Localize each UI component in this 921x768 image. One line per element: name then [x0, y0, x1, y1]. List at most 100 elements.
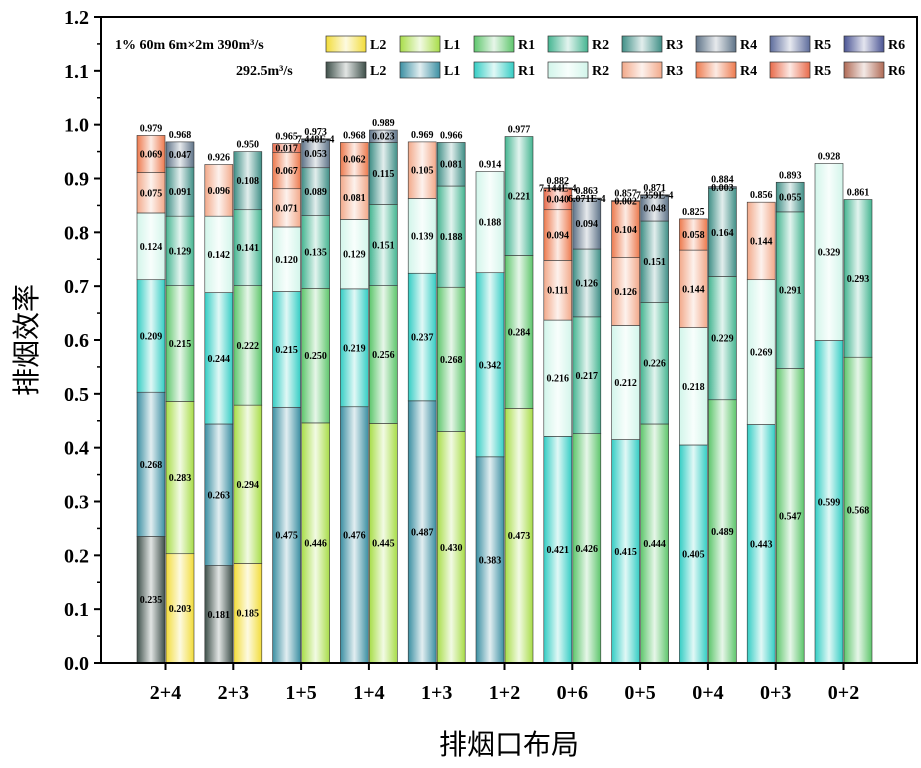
legend-entry-label: R1: [518, 64, 535, 79]
legend: 1% 60m 6m×2m 390m³/s L2 L1 R1 R2 R3 R4 R5 R6 292.…: [115, 35, 905, 79]
segment-value-label: 0.218: [682, 382, 705, 393]
bar-segment-1+3-a-R2: [436, 185, 466, 288]
bar-segment-1+2-a-L1: [504, 408, 534, 664]
bar-segment-1+5-b-R3: [272, 188, 301, 228]
segment-value-label: 0.445: [372, 539, 395, 550]
segment-value-label: 0.105: [411, 166, 434, 177]
segment-value-label: 0.053: [304, 149, 327, 160]
legend-entry-label: L2: [370, 38, 386, 53]
y-tick-label: 1.2: [64, 7, 89, 29]
segment-value-label: 0.476: [343, 530, 366, 541]
bar-segment-2+4-a-R3: [165, 166, 195, 217]
bar-segment-1+4-a-L1: [369, 423, 398, 664]
segment-value-label: 0.475: [275, 531, 298, 542]
bar-segment-0+5-b-R5: [611, 200, 640, 202]
segment-value-label: 0.055: [779, 193, 802, 204]
segment-value-label: 0.293: [847, 274, 870, 285]
legend-swatch-a-R2: [547, 35, 589, 53]
segment-value-label: 0.089: [304, 187, 327, 198]
bar-segment-2+3-b-R1: [204, 292, 234, 425]
bar-segment-0+5-a-R2: [640, 302, 669, 425]
bar-segment-1+2-a-R2: [504, 136, 534, 256]
bar-segment-0+4-b-R4: [679, 218, 708, 251]
bar-segment-1+2-b-L1: [475, 456, 505, 664]
legend-entry-label: R6: [888, 38, 905, 53]
segment-value-label: 0.129: [343, 250, 366, 261]
x-tick-label: 0+5: [624, 682, 655, 704]
bar-segment-0+4-a-R1: [708, 399, 737, 664]
segment-value-label: 7.359E-4: [636, 190, 674, 201]
bar-segment-2+4-b-L1: [136, 391, 166, 537]
bar-segment-0+3-b-R1: [746, 424, 776, 664]
bar-segment-1+2-b-R2: [475, 171, 505, 274]
x-tick-label: 1+3: [421, 682, 452, 704]
bar-segment-2+4-a-R1: [165, 285, 195, 402]
legend-entry-label: L1: [444, 64, 460, 79]
legend-entry-label: R2: [592, 64, 609, 79]
bar-segment-1+4-a-R2: [369, 204, 398, 286]
bar-segment-2+3-a-R2: [233, 209, 263, 286]
segment-value-label: 0.209: [140, 331, 163, 342]
legend-entry-label: R4: [740, 38, 757, 53]
segment-value-label: 0.142: [208, 250, 231, 261]
bar-segment-2+3-a-R1: [233, 285, 263, 406]
legend-swatch-b-R6: [843, 61, 885, 79]
x-tick-label: 0+3: [760, 682, 791, 704]
bar-segment-1+3-b-R3: [407, 141, 437, 199]
legend-group-label: 292.5m³/s: [236, 64, 293, 79]
axis-layer: 0.0 0.1 0.2 0.3 0.4 0.5 0.6 0.7 0.8 0.9 1.0 1.1 1.2 2…: [64, 7, 859, 704]
bar-total-label: 0.968: [169, 130, 192, 141]
bar-total-label: 0.926: [208, 153, 231, 164]
bar-total-label: 0.989: [372, 118, 395, 129]
segment-value-label: 0.342: [479, 360, 502, 371]
legend-swatch-a-R1: [473, 35, 515, 53]
segment-value-label: 0.048: [643, 204, 666, 215]
bar-total-label: 0.928: [818, 151, 841, 162]
bar-segment-1+5-a-R5: [301, 138, 330, 140]
y-tick-label: 0.2: [64, 545, 89, 567]
x-tick-label: 1+5: [285, 682, 316, 704]
bar-total-label: 0.857: [614, 189, 637, 200]
segment-value-label: 0.291: [779, 286, 802, 297]
legend-entry-label: R1: [518, 38, 535, 53]
bar-segment-2+3-b-L2: [204, 565, 234, 664]
bar-total-label: 0.861: [847, 187, 870, 198]
segment-value-label: 0.219: [343, 343, 366, 354]
bar-segment-2+3-a-R3: [233, 151, 263, 211]
y-tick-label: 0.4: [64, 438, 89, 460]
bar-segment-0+3-b-R3: [746, 201, 776, 281]
bar-segment-0+5-a-R4: [640, 194, 669, 222]
bar-segment-1+3-a-R3: [436, 142, 466, 187]
bar-segment-1+3-a-R1: [436, 286, 466, 432]
segment-value-label: 0.151: [372, 240, 395, 251]
segment-value-label: 0.115: [372, 169, 394, 180]
segment-value-label: 0.383: [479, 555, 502, 566]
segment-value-label: 0.069: [140, 150, 163, 161]
bar-segment-2+4-a-L1: [165, 401, 195, 555]
bar-total-label: 0.882: [547, 176, 570, 187]
x-tick-label: 1+4: [353, 682, 384, 704]
bar-segment-0+3-a-R1: [775, 368, 805, 664]
legend-swatch-b-L1: [399, 61, 441, 79]
bar-segment-0+3-a-R2: [775, 211, 805, 369]
legend-swatch-a-L2: [325, 35, 367, 53]
bar-total-label: 0.965: [275, 132, 298, 143]
segment-value-label: 0.081: [440, 160, 463, 171]
bar-segment-2+4-b-R3: [136, 172, 166, 214]
segment-value-label: 0.108: [237, 176, 260, 187]
segment-value-label: 0.126: [614, 287, 637, 298]
segment-value-label: 0.444: [643, 539, 666, 550]
bar-segment-1+4-a-R4: [369, 129, 398, 143]
segment-value-label: 0.250: [304, 351, 327, 362]
bar-segment-1+5-b-R5: [272, 143, 301, 153]
segment-value-label: 0.139: [411, 231, 434, 242]
bar-segment-0+4-b-R3: [679, 249, 708, 328]
segment-value-label: 0.124: [140, 242, 163, 253]
y-tick-label: 0.1: [64, 599, 89, 621]
bar-segment-0+2-b-R2: [814, 163, 844, 341]
legend-entry-label: R3: [666, 38, 683, 53]
legend-swatch-b-L2: [325, 61, 367, 79]
segment-value-label: 0.164: [711, 228, 734, 239]
y-tick-label: 0.5: [64, 384, 89, 406]
legend-entry-label: R6: [888, 64, 905, 79]
